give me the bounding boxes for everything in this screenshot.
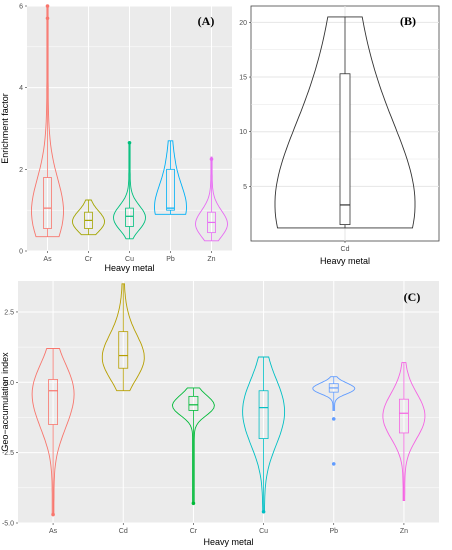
box-as <box>48 379 59 425</box>
panel-b: 5 10 15 20 Cd Heavy metal (B) <box>239 5 440 266</box>
y-axis-title: Enrichment factor <box>0 93 10 164</box>
x-axis-title: Heavy metal <box>104 263 154 273</box>
x-tick-label: As <box>49 528 58 535</box>
x-tick-label: Cr <box>85 256 93 263</box>
violin-pb <box>312 376 356 411</box>
box-cd <box>118 331 129 369</box>
panel-label: (C) <box>404 290 421 304</box>
violin-cr <box>171 387 215 504</box>
panel-a: 0 2 4 6 As Cr Cu Pb Zn Heavy metal Enrichment fact… <box>0 4 232 273</box>
x-tick-label: Cu <box>125 256 134 263</box>
outlier-point <box>331 462 336 466</box>
y-tick-label: 15 <box>239 75 247 82</box>
outlier-point <box>45 4 50 8</box>
violin-zn <box>382 362 426 501</box>
y-tick-label: 0.0 <box>4 380 14 387</box>
box-cu <box>125 207 134 227</box>
x-tick-label: As <box>43 256 52 263</box>
outlier-point <box>127 140 132 145</box>
violin-pb <box>154 140 187 215</box>
outlier-point <box>191 501 196 506</box>
y-tick-label: 2 <box>19 167 23 174</box>
y-axis-title: Geo−accumulation index <box>0 352 10 452</box>
y-tick-label: 5 <box>243 184 247 191</box>
box-cu <box>258 390 269 439</box>
box-pb <box>166 168 175 211</box>
violin-zn <box>195 156 228 242</box>
x-tick-label: Pb <box>329 528 338 535</box>
x-tick-label: Cu <box>259 528 268 535</box>
violin-cu <box>242 356 286 513</box>
y-tick-label: -5.0 <box>2 521 14 528</box>
box-cr <box>188 395 199 411</box>
box-as <box>43 177 52 229</box>
y-tick-label: -2.5 <box>2 450 14 457</box>
x-tick-label: Cd <box>119 528 128 535</box>
outlier-point <box>261 509 266 514</box>
x-axis-title: Heavy metal <box>203 537 253 547</box>
violin-cr <box>72 199 105 236</box>
x-axis-title: Heavy metal <box>320 256 370 266</box>
y-tick-label: 20 <box>239 20 247 27</box>
box-cd <box>339 73 351 226</box>
violin-cd <box>101 283 145 392</box>
panel-label: (B) <box>400 14 416 28</box>
y-tick-label: 6 <box>19 4 23 11</box>
y-tick-label: 2.5 <box>4 309 14 316</box>
outlier-point <box>209 157 214 161</box>
plot-background <box>18 281 439 523</box>
panel-label: (A) <box>198 14 215 28</box>
x-tick-label: Pb <box>166 256 175 263</box>
y-tick-label: 4 <box>19 85 23 92</box>
violin-as <box>31 348 75 516</box>
violin-cd <box>274 16 416 229</box>
y-tick-label: 0 <box>19 249 23 256</box>
outlier-point <box>45 16 50 21</box>
panel-c: -5.0 -2.5 0.0 2.5 As Cd Cr Cu Pb Zn Heavy metal Geo… <box>0 281 439 547</box>
x-tick-label: Zn <box>207 256 215 263</box>
outlier-point <box>331 417 336 421</box>
outlier-point <box>51 512 55 517</box>
x-tick-label: Cd <box>341 246 350 253</box>
y-tick-label: 10 <box>239 129 247 136</box>
box-zn <box>398 398 409 434</box>
x-tick-label: Zn <box>400 528 408 535</box>
x-tick-label: Cr <box>190 528 198 535</box>
